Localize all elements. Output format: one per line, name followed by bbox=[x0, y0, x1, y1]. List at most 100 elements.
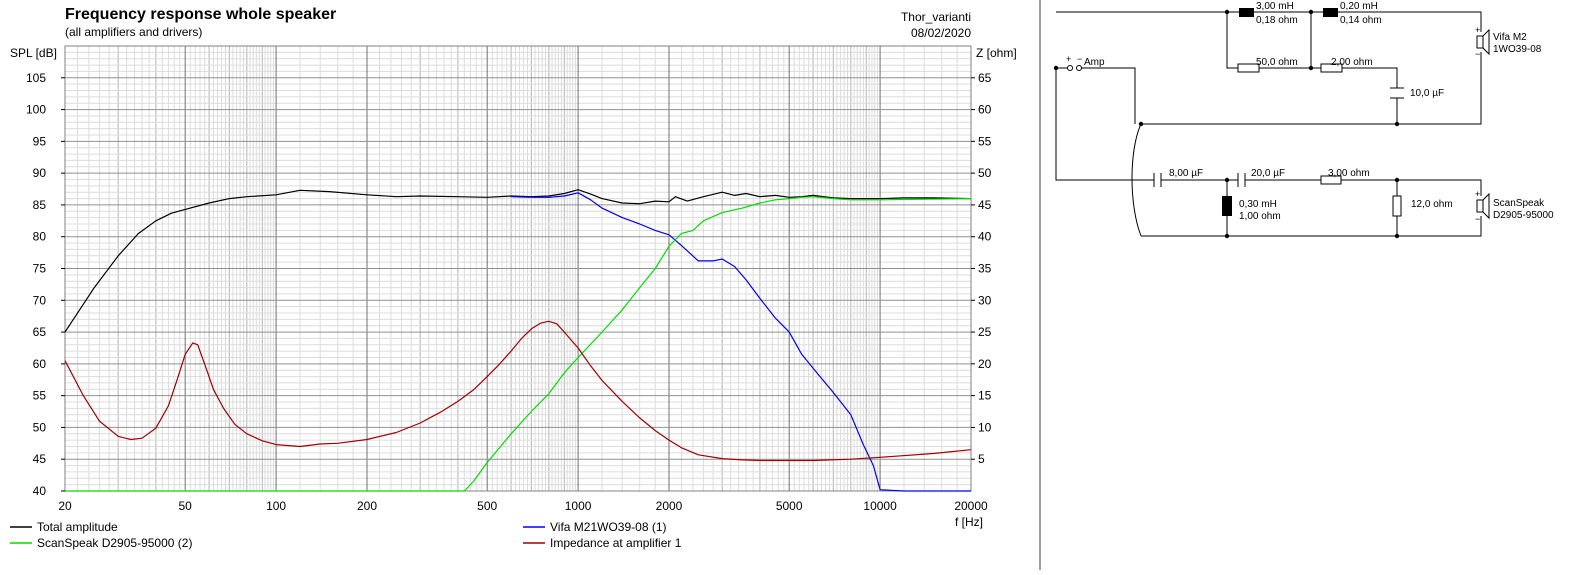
project-date: 08/02/2020 bbox=[911, 26, 971, 40]
inductor-l1-value: 3,00 mH bbox=[1256, 1, 1294, 12]
capacitor-c3-symbol bbox=[1237, 173, 1246, 187]
svg-text:−: − bbox=[1475, 214, 1480, 224]
resistor-r3-symbol bbox=[1320, 175, 1342, 185]
data-series bbox=[64, 189, 972, 492]
y2-tick-label: 45 bbox=[978, 198, 992, 212]
woofer-driver-symbol: + − bbox=[1475, 25, 1490, 59]
x-tick-labels: 20 50 100 200 500 1000 2000 5000 10000 20000 bbox=[58, 499, 988, 513]
resistor-r2-symbol bbox=[1320, 63, 1343, 73]
x-tick-label: 20000 bbox=[954, 499, 988, 513]
inductor-l3-symbol bbox=[1222, 196, 1232, 216]
x-tick-label: 50 bbox=[178, 499, 192, 513]
series-line-vifa-m21wo39-08-1 bbox=[511, 192, 971, 492]
y2-tick-label: 20 bbox=[978, 357, 992, 371]
capacitor-c1-value: 10,0 µF bbox=[1410, 88, 1444, 99]
y2-tick-labels: 5 10 15 20 25 30 35 40 45 50 55 60 65 bbox=[971, 71, 992, 466]
capacitor-c3-value: 20,0 µF bbox=[1251, 168, 1285, 179]
x-tick-label: 500 bbox=[477, 499, 497, 513]
series-line-total-amplitude bbox=[64, 189, 972, 333]
y-tick-label: 95 bbox=[33, 134, 47, 148]
y2-tick-label: 30 bbox=[978, 293, 992, 307]
legend-label: Vifa M21WO39-08 (1) bbox=[550, 520, 667, 534]
y2-axis-label: Z [ohm] bbox=[976, 46, 1017, 60]
series-line-impedance-at-amplifier-1 bbox=[64, 320, 972, 462]
inductor-l2-value: 0,20 mH bbox=[1340, 1, 1378, 12]
svg-text:−: − bbox=[1475, 49, 1480, 59]
amp-plus-sign: + bbox=[1066, 54, 1071, 64]
y2-tick-label: 25 bbox=[978, 325, 992, 339]
inductor-l2-symbol bbox=[1323, 8, 1338, 17]
schematic-wires bbox=[1055, 11, 1482, 237]
y-tick-label: 85 bbox=[33, 198, 47, 212]
y-tick-label: 80 bbox=[33, 230, 47, 244]
tweeter-model: D2905-95000 bbox=[1493, 210, 1554, 221]
resistor-r1-symbol bbox=[1237, 63, 1260, 73]
y-axis-label: SPL [dB] bbox=[10, 46, 57, 60]
series-line-scanspeak-d2905-95000-2 bbox=[65, 196, 972, 492]
capacitor-c2-value: 8,00 µF bbox=[1169, 168, 1203, 179]
y-tick-labels: 40 45 50 55 60 65 70 75 80 85 90 95 100 105 bbox=[26, 71, 65, 498]
woofer-name: Vifa M2 bbox=[1493, 32, 1527, 43]
legend: Total amplitude Vifa M21WO39-08 (1) ScanSp… bbox=[10, 520, 682, 550]
y-tick-label: 50 bbox=[33, 420, 47, 434]
panel-divider[interactable] bbox=[1039, 0, 1041, 570]
x-tick-label: 1000 bbox=[565, 499, 592, 513]
tweeter-driver-symbol: + − bbox=[1475, 189, 1490, 224]
woofer-model: 1WO39-08 bbox=[1493, 44, 1542, 55]
y2-tick-label: 10 bbox=[978, 420, 992, 434]
x-tick-label: 200 bbox=[357, 499, 377, 513]
y-tick-label: 75 bbox=[33, 262, 47, 276]
y2-tick-label: 60 bbox=[978, 103, 992, 117]
inductor-l1-symbol bbox=[1239, 8, 1254, 17]
legend-label: ScanSpeak D2905-95000 (2) bbox=[37, 536, 192, 550]
y2-tick-label: 5 bbox=[978, 452, 985, 466]
y-tick-label: 105 bbox=[26, 71, 46, 85]
frequency-response-chart: Frequency response whole speaker (all am… bbox=[10, 6, 1017, 550]
y-tick-label: 40 bbox=[33, 484, 47, 498]
svg-text:+: + bbox=[1475, 189, 1480, 199]
x-tick-label: 2000 bbox=[656, 499, 683, 513]
frequency-response-panel: Frequency response whole speaker (all am… bbox=[10, 6, 1017, 550]
x-axis-label: f [Hz] bbox=[955, 515, 983, 529]
legend-label: Impedance at amplifier 1 bbox=[550, 536, 682, 550]
capacitor-c2-symbol bbox=[1153, 173, 1162, 187]
x-tick-label: 100 bbox=[266, 499, 286, 513]
y-tick-label: 65 bbox=[33, 325, 47, 339]
tweeter-name: ScanSpeak bbox=[1493, 198, 1545, 209]
y2-tick-label: 55 bbox=[978, 134, 992, 148]
y-tick-label: 60 bbox=[33, 357, 47, 371]
resistor-r4-symbol bbox=[1392, 195, 1402, 217]
legend-label: Total amplitude bbox=[37, 520, 118, 534]
inductor-l3-value: 0,30 mH bbox=[1239, 199, 1277, 210]
resistor-r1-value: 50,0 ohm bbox=[1256, 57, 1298, 68]
capacitor-c1-symbol bbox=[1390, 87, 1404, 99]
y-tick-label: 55 bbox=[33, 389, 47, 403]
inductor-l1-resistance: 0,18 ohm bbox=[1256, 15, 1298, 26]
x-tick-label: 5000 bbox=[776, 499, 803, 513]
svg-text:+: + bbox=[1475, 25, 1480, 35]
chart-subtitle: (all amplifiers and drivers) bbox=[65, 25, 202, 39]
y2-tick-label: 40 bbox=[978, 230, 992, 244]
grid-major bbox=[65, 46, 971, 491]
y2-tick-label: 15 bbox=[978, 389, 992, 403]
resistor-r4-value: 12,0 ohm bbox=[1411, 199, 1453, 210]
amp-terminal: + − Amp bbox=[1056, 54, 1105, 71]
inductor-l2-resistance: 0,14 ohm bbox=[1340, 15, 1382, 26]
crossover-schematic-panel: + − Amp 3,00 mH 0,18 ohm 0,20 mH 0,14 oh… bbox=[1041, 0, 1579, 570]
crossover-schematic: + − Amp 3,00 mH 0,18 ohm 0,20 mH 0,14 oh… bbox=[1053, 1, 1554, 239]
y2-tick-label: 65 bbox=[978, 71, 992, 85]
y-tick-label: 45 bbox=[33, 452, 47, 466]
inductor-l3-resistance: 1,00 ohm bbox=[1239, 211, 1281, 222]
y-tick-label: 100 bbox=[26, 103, 46, 117]
y-tick-label: 90 bbox=[33, 166, 47, 180]
resistor-r3-value: 3,00 ohm bbox=[1328, 168, 1370, 179]
amp-label: Amp bbox=[1084, 57, 1105, 68]
x-tick-label: 20 bbox=[58, 499, 72, 513]
y2-tick-label: 50 bbox=[978, 166, 992, 180]
project-name: Thor_varianti bbox=[901, 10, 971, 24]
amp-minus-sign: − bbox=[1077, 54, 1082, 64]
y2-tick-label: 35 bbox=[978, 262, 992, 276]
chart-title: Frequency response whole speaker bbox=[65, 6, 336, 23]
y-tick-label: 70 bbox=[33, 293, 47, 307]
x-tick-label: 10000 bbox=[863, 499, 897, 513]
